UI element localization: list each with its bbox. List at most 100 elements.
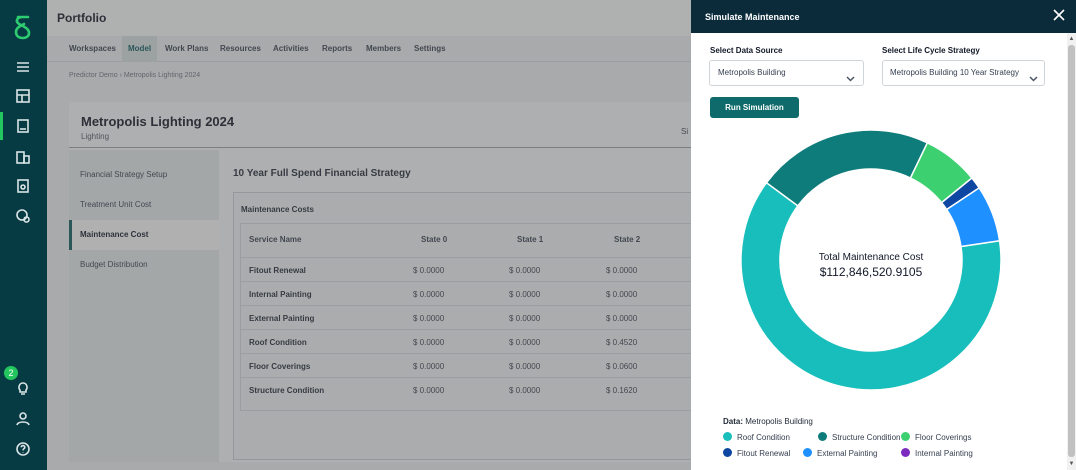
state-1-cell: $ 0.0000 xyxy=(509,314,541,323)
column-header-state-0: State 0 xyxy=(421,235,448,244)
state-2-cell: $ 0.0600 xyxy=(606,362,638,371)
state-0-cell: $ 0.0000 xyxy=(413,314,445,323)
legend-label: External Painting xyxy=(817,449,878,458)
scrollbar-thumb[interactable] xyxy=(1068,45,1075,457)
chart-center-label: Total Maintenance Cost xyxy=(819,252,924,263)
state-1-cell: $ 0.0000 xyxy=(509,362,541,371)
tab-members[interactable]: Members xyxy=(366,44,402,53)
table-row: Fitout Renewal $ 0.0000 $ 0.0000 $ 0.0000 xyxy=(241,257,871,281)
user-icon[interactable] xyxy=(12,408,34,430)
app-title: Portfolio xyxy=(57,11,107,25)
data-source-value: Metropolis Building xyxy=(718,68,786,77)
legend-swatch xyxy=(818,432,827,441)
state-2-cell: $ 0.0000 xyxy=(606,266,638,275)
strategy-subnav: Financial Strategy Setup Treatment Unit … xyxy=(69,150,219,462)
document-icon[interactable] xyxy=(12,115,34,137)
scroll-down-icon[interactable]: ▼ xyxy=(1068,461,1075,467)
column-header-state-2: State 2 xyxy=(614,235,641,244)
state-1-cell: $ 0.0000 xyxy=(509,338,541,347)
project-title: Metropolis Lighting 2024 xyxy=(81,114,235,129)
data-source-select[interactable]: Metropolis Building xyxy=(709,60,864,86)
tab-reports[interactable]: Reports xyxy=(322,44,353,53)
maintenance-cost-donut-chart: Total Maintenance Cost $112,846,520.9105 xyxy=(740,130,1002,391)
state-0-cell: $ 0.0000 xyxy=(413,290,445,299)
legend-data-value: Metropolis Building xyxy=(745,417,813,426)
state-2-cell: $ 0.4520 xyxy=(606,338,638,347)
state-1-cell: $ 0.0000 xyxy=(509,266,541,275)
state-0-cell: $ 0.0000 xyxy=(413,266,445,275)
report-icon[interactable] xyxy=(12,175,34,197)
project-header: Metropolis Lighting 2024 Lighting Si xyxy=(69,102,869,148)
close-icon[interactable] xyxy=(1052,8,1066,22)
table-row: Floor Coverings $ 0.0000 $ 0.0000 $ 0.0600 xyxy=(241,353,871,377)
strategy-select[interactable]: Metropolis Building 10 Year Strategy xyxy=(882,60,1045,86)
state-1-cell: $ 0.0000 xyxy=(509,386,541,395)
chart-center-value: $112,846,520.9105 xyxy=(820,265,923,279)
notification-badge: 2 xyxy=(4,366,18,380)
state-1-cell: $ 0.0000 xyxy=(509,290,541,299)
chevron-down-icon xyxy=(846,69,855,82)
state-0-cell: $ 0.0000 xyxy=(413,386,445,395)
dashboard-icon[interactable] xyxy=(12,85,34,107)
strategy-label: Select Life Cycle Strategy xyxy=(882,46,980,55)
state-0-cell: $ 0.0000 xyxy=(413,338,445,347)
modal-backdrop[interactable] xyxy=(47,0,691,470)
legend-swatch xyxy=(901,448,910,457)
table-row: Internal Painting $ 0.0000 $ 0.0000 $ 0.000… xyxy=(241,281,871,305)
strategy-title: 10 Year Full Spend Financial Strategy xyxy=(233,168,411,179)
service-name-cell: Internal Painting xyxy=(249,290,312,299)
tab-model[interactable]: Model xyxy=(122,36,158,62)
buildings-icon[interactable] xyxy=(12,146,34,168)
column-header-service-name: Service Name xyxy=(249,235,302,244)
tab-activities[interactable]: Activities xyxy=(273,44,309,53)
subnav-financial-strategy-setup[interactable]: Financial Strategy Setup xyxy=(80,170,168,179)
legend-item[interactable]: Floor Coverings xyxy=(901,432,971,442)
legend-swatch xyxy=(803,448,812,457)
strategy-value: Metropolis Building 10 Year Strategy xyxy=(890,68,1019,77)
donut-slice-structure-condition[interactable] xyxy=(765,130,929,207)
legend-label: Structure Condition xyxy=(832,433,901,442)
menu-icon[interactable] xyxy=(12,56,34,78)
tab-workspaces[interactable]: Workspaces xyxy=(69,44,116,53)
legend-item[interactable]: Fitout Renewal xyxy=(723,448,790,458)
maintenance-table: Service Name State 0 State 1 State 2 Fit… xyxy=(240,223,871,411)
legend-label: Internal Painting xyxy=(915,449,973,458)
state-0-cell: $ 0.0000 xyxy=(413,362,445,371)
service-name-cell: External Painting xyxy=(249,314,315,323)
left-rail: 2 xyxy=(0,0,47,470)
breadcrumb[interactable]: Predictor Demo › Metropolis Lighting 202… xyxy=(69,72,201,79)
help-icon[interactable] xyxy=(12,438,34,460)
scroll-up-icon[interactable]: ▲ xyxy=(1068,36,1075,42)
service-name-cell: Floor Coverings xyxy=(249,362,311,371)
subnav-budget-distribution[interactable]: Budget Distribution xyxy=(80,260,148,269)
legend-item[interactable]: External Painting xyxy=(803,448,877,458)
service-name-cell: Roof Condition xyxy=(249,338,307,347)
modal-header: Simulate Maintenance xyxy=(691,0,1076,33)
lightbulb-icon[interactable] xyxy=(12,378,34,400)
legend-swatch xyxy=(723,432,732,441)
active-indicator xyxy=(0,112,3,140)
data-source-label: Select Data Source xyxy=(710,46,783,55)
tab-work-plans[interactable]: Work Plans xyxy=(165,44,209,53)
maintenance-costs-title: Maintenance Costs xyxy=(241,205,314,214)
modal-scrollbar[interactable]: ▲ ▼ xyxy=(1067,33,1076,470)
legend-item[interactable]: Internal Painting xyxy=(901,448,973,458)
subnav-maintenance-cost[interactable]: Maintenance Cost xyxy=(69,220,219,250)
legend-swatch xyxy=(901,432,910,441)
run-simulation-button[interactable]: Run Simulation xyxy=(710,97,799,118)
chevron-down-icon xyxy=(1029,69,1038,82)
column-header-state-1: State 1 xyxy=(517,235,544,244)
legend-item[interactable]: Roof Condition xyxy=(723,432,790,442)
donut-slice-roof-condition[interactable] xyxy=(740,181,1002,391)
app-logo-icon[interactable] xyxy=(11,14,35,40)
legend-item[interactable]: Structure Condition xyxy=(818,432,900,442)
subnav-treatment-unit-cost[interactable]: Treatment Unit Cost xyxy=(80,200,152,209)
tab-resources[interactable]: Resources xyxy=(220,44,261,53)
state-2-cell: $ 0.1620 xyxy=(606,386,638,395)
modal-title: Simulate Maintenance xyxy=(705,12,800,22)
legend-data-source: Data: Metropolis Building xyxy=(723,417,813,426)
globe-settings-icon[interactable] xyxy=(12,205,34,227)
tab-settings[interactable]: Settings xyxy=(414,44,446,53)
legend-data-prefix: Data: xyxy=(723,417,744,426)
donut-slice-external-painting[interactable] xyxy=(945,186,1001,248)
